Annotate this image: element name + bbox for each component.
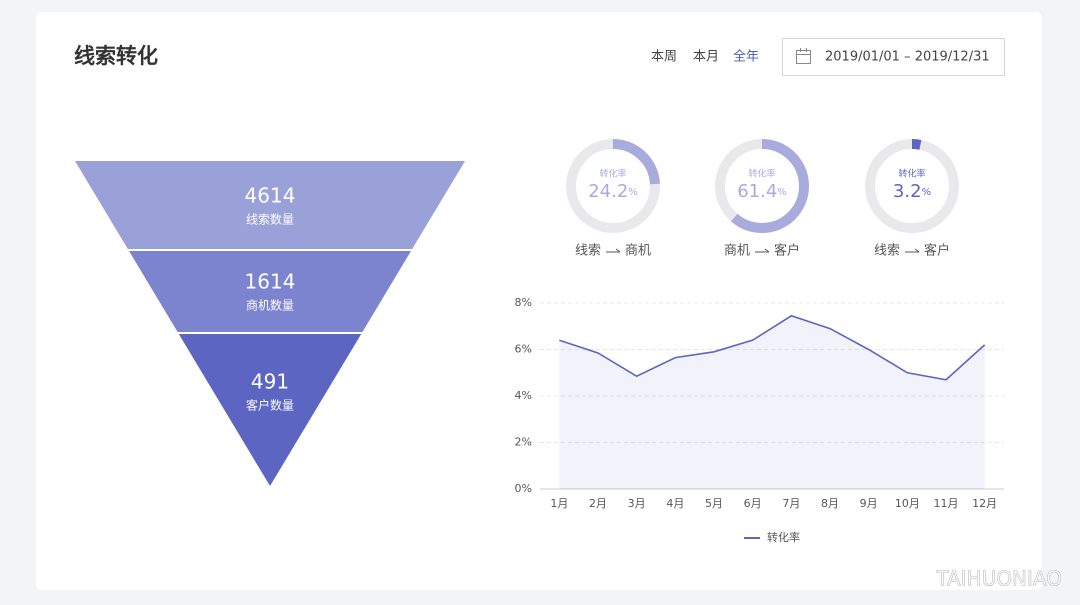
tab[interactable]: 本周	[651, 50, 677, 65]
funnel-segment	[178, 334, 362, 486]
x-tick-label: 9月	[860, 497, 878, 510]
donut-value: 24.2%	[588, 181, 638, 202]
donut-value: 61.4%	[737, 181, 787, 202]
donut-unit: %	[922, 187, 932, 198]
watermark: TAIHUONIAO	[935, 567, 1062, 591]
arrow	[606, 248, 621, 253]
y-tick-label: 4%	[515, 389, 532, 402]
area	[559, 315, 985, 489]
x-tick-label: 10月	[895, 497, 920, 510]
y-tick-label: 0%	[515, 482, 532, 495]
donut-number: 3.2	[893, 181, 922, 202]
x-tick-label: 4月	[666, 497, 684, 510]
donut-arc	[865, 139, 959, 233]
funnel-segment	[129, 251, 411, 332]
donut-number: 61.4	[737, 181, 777, 202]
donut-number: 24.2	[588, 181, 628, 202]
x-tick-label: 8月	[821, 497, 839, 510]
donut-arc	[566, 139, 660, 233]
donut-to: 客户	[774, 243, 800, 259]
donut-to: 商机	[625, 244, 651, 259]
donut-arc	[715, 139, 809, 233]
donut-from: 线索	[575, 244, 601, 259]
y-tick-label: 6%	[515, 343, 532, 356]
donut-title: 转化率	[599, 168, 626, 180]
donut-unit: %	[628, 187, 638, 198]
funnel-label: 商机数量	[246, 298, 294, 313]
date-picker[interactable]	[782, 38, 1005, 76]
x-tick-label: 1月	[550, 497, 568, 510]
arrow	[905, 248, 920, 253]
donut-title: 转化率	[748, 168, 775, 180]
x-tick-label: 11月	[934, 497, 959, 510]
x-tick-label: 6月	[744, 497, 762, 510]
calendar-icon	[796, 48, 811, 64]
y-tick-label: 8%	[515, 296, 532, 309]
legend-label: 转化率	[767, 530, 800, 544]
funnel-value: 4614	[245, 184, 296, 208]
x-tick-label: 7月	[782, 497, 800, 510]
funnel-value: 1614	[245, 270, 296, 294]
donut-title: 转化率	[898, 168, 925, 180]
donut-to: 客户	[924, 243, 950, 259]
donut-unit: %	[777, 187, 787, 198]
y-tick-label: 2%	[515, 436, 532, 449]
donut-from: 商机	[724, 244, 750, 259]
x-tick-label: 12月	[972, 497, 997, 510]
title: 线索转化	[74, 44, 158, 68]
funnel-label: 线索数量	[246, 212, 294, 227]
line	[559, 314, 986, 381]
donut-from: 线索	[874, 244, 900, 259]
tab[interactable]: 全年	[733, 49, 759, 65]
funnel-label: 客户数量	[246, 398, 294, 413]
x-tick-label: 2月	[589, 497, 607, 510]
tab[interactable]: 本月	[693, 50, 719, 65]
arrow	[755, 248, 770, 253]
x-tick-label: 3月	[628, 497, 646, 510]
funnel-value: 491	[251, 370, 289, 394]
funnel-segment	[75, 161, 465, 249]
date-range: 2019/01/01 – 2019/12/31	[825, 50, 990, 65]
x-tick-label: 5月	[705, 497, 723, 510]
donut-value: 3.2%	[893, 181, 931, 202]
